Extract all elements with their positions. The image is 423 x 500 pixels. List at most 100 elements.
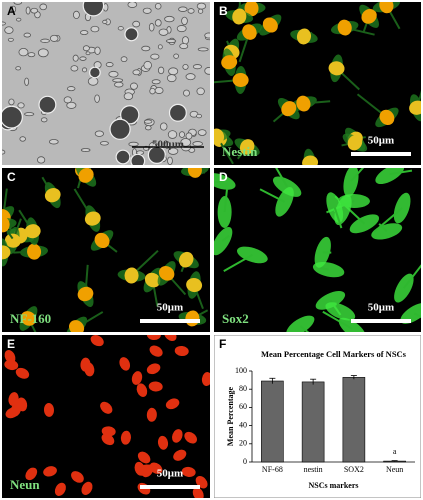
x-tick-label: Neun bbox=[386, 465, 403, 474]
error-bar bbox=[269, 377, 276, 384]
nucleus bbox=[158, 266, 175, 281]
cell bbox=[99, 141, 109, 146]
nucleus bbox=[94, 232, 110, 249]
scale-bar-label: 50μm bbox=[157, 468, 183, 480]
cell bbox=[173, 53, 179, 59]
marker-label: Neun bbox=[10, 477, 40, 492]
nucleus bbox=[43, 402, 54, 417]
neurosphere bbox=[38, 95, 57, 114]
nucleus bbox=[81, 481, 93, 495]
nucleus bbox=[15, 367, 30, 379]
nucleus bbox=[24, 224, 41, 239]
neurosphere bbox=[89, 66, 101, 79]
y-tick-label: 100 bbox=[235, 366, 247, 375]
nucleus bbox=[71, 471, 84, 483]
neurosphere bbox=[115, 149, 131, 165]
nucleus bbox=[44, 187, 61, 203]
bar bbox=[261, 380, 284, 463]
scale-bar bbox=[140, 319, 200, 323]
nucleus bbox=[77, 286, 94, 302]
cell bbox=[94, 46, 101, 55]
cell bbox=[148, 22, 155, 32]
panel: C NF-160 50μm bbox=[2, 168, 210, 332]
scale-bar-label: 50μm bbox=[368, 302, 394, 314]
cell bbox=[7, 37, 14, 42]
cell bbox=[15, 66, 22, 71]
y-tick-label: 60 bbox=[239, 402, 247, 411]
cell bbox=[24, 77, 30, 86]
nucleus bbox=[337, 19, 352, 36]
process bbox=[214, 180, 221, 184]
nucleus bbox=[409, 100, 421, 115]
process bbox=[221, 234, 230, 242]
cell bbox=[87, 77, 99, 86]
cell bbox=[79, 56, 87, 61]
y-tick-label: 40 bbox=[239, 420, 247, 429]
cell bbox=[16, 17, 22, 22]
cell bbox=[204, 32, 210, 39]
cell bbox=[23, 32, 31, 38]
nucleus bbox=[165, 398, 180, 410]
cell bbox=[37, 48, 49, 58]
neurosphere bbox=[130, 153, 146, 165]
nucleus bbox=[201, 372, 210, 386]
cell bbox=[197, 129, 207, 136]
panel: E Neun 50μm bbox=[2, 335, 210, 498]
nucleus bbox=[119, 357, 131, 371]
nucleus bbox=[242, 24, 257, 40]
nucleus bbox=[120, 430, 131, 445]
nucleus bbox=[328, 61, 345, 76]
cell bbox=[165, 39, 177, 44]
nucleus bbox=[69, 320, 85, 332]
panel-label: B bbox=[219, 4, 228, 18]
nucleus bbox=[164, 335, 177, 342]
nucleus bbox=[192, 487, 204, 498]
scale-bar-label: 50μm bbox=[157, 302, 183, 314]
scale-bar bbox=[351, 319, 411, 323]
cell bbox=[132, 20, 141, 28]
cell bbox=[168, 147, 179, 155]
y-tick-label: 0 bbox=[243, 457, 247, 466]
cell bbox=[150, 53, 160, 60]
cell bbox=[181, 16, 188, 26]
nucleus bbox=[10, 402, 22, 417]
cell bbox=[185, 132, 193, 140]
error-bar bbox=[391, 460, 398, 462]
cell bbox=[85, 51, 91, 56]
cell bbox=[157, 66, 165, 75]
nucleus bbox=[174, 345, 189, 357]
cell bbox=[168, 67, 179, 76]
cell bbox=[164, 15, 175, 23]
cell bbox=[197, 8, 204, 14]
y-tick-label: 80 bbox=[239, 384, 247, 393]
nucleus bbox=[136, 383, 148, 398]
cell bbox=[154, 86, 164, 94]
cell bbox=[108, 70, 119, 78]
cell bbox=[70, 65, 79, 72]
process bbox=[403, 264, 421, 289]
nucleus bbox=[4, 233, 21, 248]
cell bbox=[19, 136, 26, 142]
cell bbox=[143, 119, 153, 124]
cell bbox=[120, 56, 128, 63]
cell bbox=[154, 19, 162, 27]
x-tick-label: NF-68 bbox=[262, 465, 283, 474]
chart-title: Mean Percentage Cell Markers of NSCs bbox=[261, 349, 407, 359]
nucleus bbox=[232, 8, 247, 25]
nucleus bbox=[84, 362, 95, 377]
annotation: a bbox=[393, 447, 397, 456]
x-tick-label: SOX2 bbox=[344, 465, 364, 474]
cell bbox=[132, 69, 141, 76]
panel: D Sox2 50μm bbox=[214, 168, 421, 332]
cell bbox=[160, 122, 168, 131]
nucleus bbox=[173, 449, 187, 461]
marker-label: Sox2 bbox=[222, 311, 249, 326]
cell bbox=[81, 67, 88, 73]
cell bbox=[192, 64, 202, 70]
nucleus bbox=[262, 17, 278, 33]
cell bbox=[154, 2, 162, 10]
cell bbox=[117, 26, 124, 31]
nucleus bbox=[8, 392, 19, 406]
cell bbox=[196, 87, 205, 96]
